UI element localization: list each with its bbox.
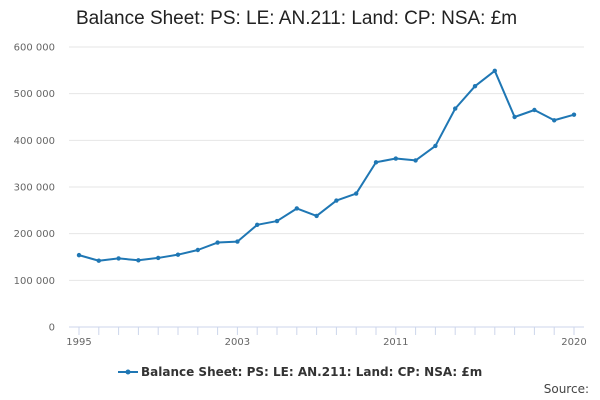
data-point[interactable] xyxy=(195,247,200,253)
data-point[interactable] xyxy=(235,239,240,244)
series-group xyxy=(76,68,577,263)
y-tick-label: 400 000 xyxy=(14,136,55,147)
series-line[interactable] xyxy=(78,69,575,262)
y-tick-label: 0 xyxy=(49,323,55,334)
data-point[interactable] xyxy=(512,114,517,120)
data-point[interactable] xyxy=(314,213,319,219)
y-tick-label: 300 000 xyxy=(14,183,55,194)
data-point[interactable] xyxy=(136,258,141,263)
x-axis: 1995 2003 2011 2020 xyxy=(66,326,587,348)
data-point[interactable] xyxy=(492,68,497,74)
data-point[interactable] xyxy=(215,240,220,245)
x-tick-label: 2011 xyxy=(383,337,408,348)
y-axis: 0 100 000 200 000 300 000 400 000 500 000 600 … xyxy=(14,43,55,334)
data-point[interactable] xyxy=(393,156,398,161)
legend-line-marker-icon xyxy=(118,369,138,375)
data-point[interactable] xyxy=(472,84,478,89)
data-point[interactable] xyxy=(96,258,102,263)
x-tick-label: 2003 xyxy=(225,337,250,348)
data-point[interactable] xyxy=(413,158,418,163)
data-point[interactable] xyxy=(255,222,260,227)
data-point[interactable] xyxy=(453,106,458,111)
data-point[interactable] xyxy=(532,107,537,113)
y-tick-label: 100 000 xyxy=(14,276,55,287)
data-point[interactable] xyxy=(274,218,280,224)
data-point[interactable] xyxy=(433,143,438,149)
data-point[interactable] xyxy=(156,255,161,261)
data-point[interactable] xyxy=(552,118,557,123)
source-note: Source: xyxy=(543,382,589,396)
legend-label: Balance Sheet: PS: LE: AN.211: Land: CP:… xyxy=(141,365,483,379)
data-point[interactable] xyxy=(571,112,577,117)
data-point[interactable] xyxy=(294,206,299,211)
x-tick-label: 2020 xyxy=(561,337,586,348)
legend[interactable]: Balance Sheet: PS: LE: AN.211: Land: CP:… xyxy=(118,365,482,379)
data-point[interactable] xyxy=(354,191,359,196)
data-point[interactable] xyxy=(76,252,82,258)
y-tick-label: 200 000 xyxy=(14,229,55,240)
data-point[interactable] xyxy=(373,160,379,165)
y-tick-label: 600 000 xyxy=(14,43,55,54)
x-tick-label: 1995 xyxy=(66,337,91,348)
chart-title: Balance Sheet: PS: LE: AN.211: Land: CP:… xyxy=(76,8,518,29)
gridlines xyxy=(69,46,584,281)
data-point[interactable] xyxy=(334,198,339,203)
data-point[interactable] xyxy=(175,252,181,257)
y-tick-label: 500 000 xyxy=(14,89,55,100)
data-point[interactable] xyxy=(116,256,121,261)
